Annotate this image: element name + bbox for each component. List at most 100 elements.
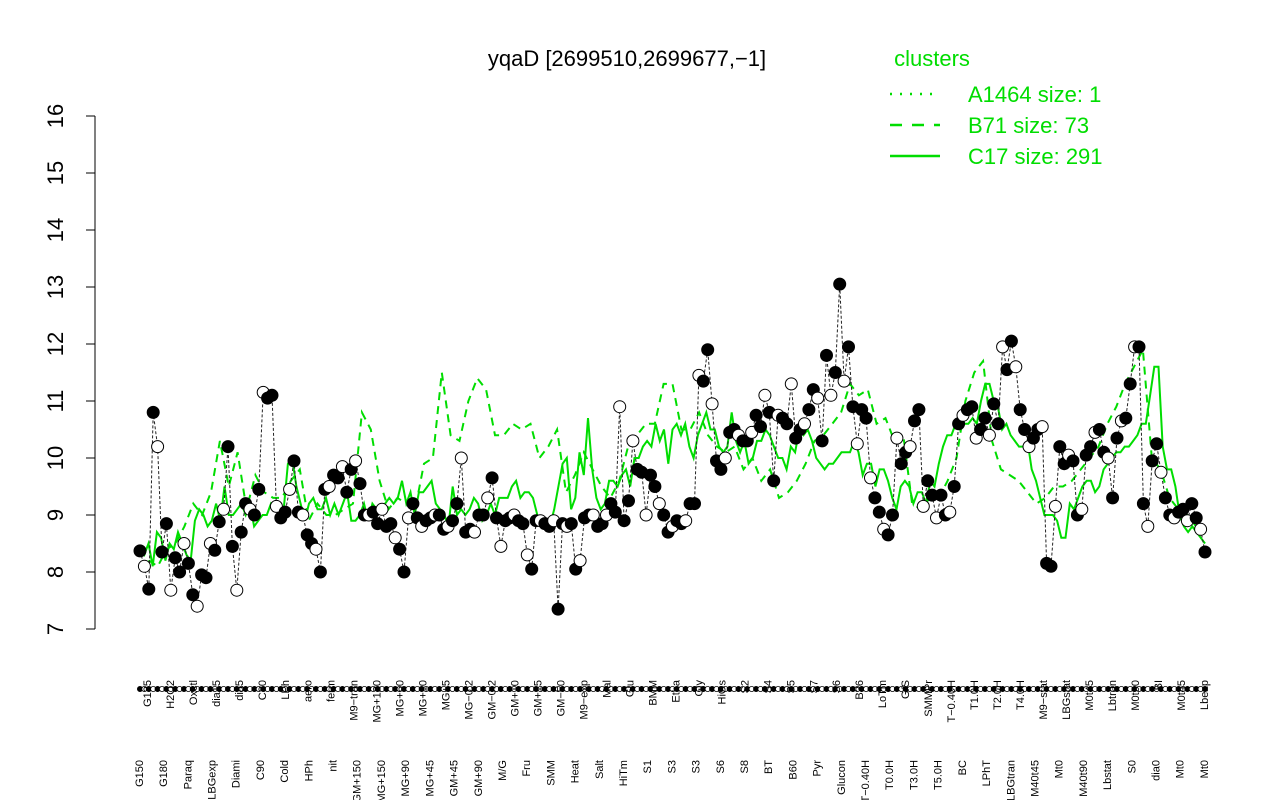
data-point xyxy=(890,431,904,445)
data-point xyxy=(868,491,882,505)
x-tick-label: C30 xyxy=(257,680,269,700)
x-tick-label: SMMPr xyxy=(923,680,935,717)
data-point xyxy=(1106,491,1120,505)
x-tick-label: S4 xyxy=(762,680,774,693)
data-point xyxy=(525,562,539,576)
x-tick-label: M0t45 xyxy=(1176,680,1188,711)
data-point xyxy=(225,539,239,553)
data-point xyxy=(864,471,877,485)
x-tick-label: S8 xyxy=(739,760,751,773)
data-point xyxy=(485,471,499,485)
x-tick-label: T1.0H xyxy=(969,680,981,710)
x-tick-label: M40t90 xyxy=(1078,760,1090,797)
x-tick-label: dia5 xyxy=(234,680,246,701)
x-tick-label: Lbexp xyxy=(1199,680,1211,710)
x-tick-label: Glucon xyxy=(836,760,848,795)
data-point xyxy=(1101,451,1115,465)
data-point xyxy=(1150,437,1164,451)
data-point xyxy=(608,505,622,519)
data-point xyxy=(278,505,292,519)
data-point xyxy=(564,517,578,531)
data-point xyxy=(714,462,728,476)
data-point xyxy=(908,414,921,428)
legend: clusters A1464 size: 1 B71 size: 73 C17 … xyxy=(890,46,1103,169)
data-point xyxy=(454,451,468,465)
data-point xyxy=(221,440,235,454)
x-tick-label: S6 xyxy=(831,680,843,693)
x-tick-label: S5 xyxy=(785,680,797,693)
data-point xyxy=(173,565,187,579)
data-point xyxy=(894,457,908,471)
data-point xyxy=(705,397,719,411)
x-tick-label: M9−tran xyxy=(349,680,361,721)
x-tick-label: G/S xyxy=(900,680,912,699)
data-point xyxy=(155,545,169,559)
data-point xyxy=(881,528,895,542)
x-tick-label: M9−exp xyxy=(579,680,591,719)
data-point xyxy=(749,408,763,422)
data-point xyxy=(947,480,961,493)
data-point xyxy=(767,474,781,488)
data-point xyxy=(181,556,195,570)
x-tick-label: T0.0H xyxy=(884,760,896,790)
x-tick-label: LBGtran xyxy=(1005,760,1017,800)
x-tick-label: aero xyxy=(303,680,315,702)
rug-layer xyxy=(136,686,1209,693)
x-tick-label: GM+45 xyxy=(449,760,461,796)
rug-mark xyxy=(1202,686,1209,693)
legend-title: clusters xyxy=(894,46,970,71)
data-point xyxy=(679,514,693,528)
y-tick-label: 12 xyxy=(43,332,68,356)
x-tick-label: SMM xyxy=(545,760,557,786)
data-point xyxy=(309,542,323,556)
x-tick-label: S3 xyxy=(666,760,678,773)
data-point xyxy=(820,348,833,362)
data-point xyxy=(432,508,446,522)
data-point xyxy=(234,525,248,539)
data-point xyxy=(494,539,508,553)
x-tick-label: S1 xyxy=(642,760,654,773)
data-point xyxy=(696,374,710,388)
x-tick-label: Mt0 xyxy=(1175,760,1187,778)
data-point xyxy=(1053,440,1067,454)
data-point xyxy=(520,548,534,562)
data-point xyxy=(247,508,261,522)
data-point xyxy=(375,502,389,516)
y-axis: 7 8 9 10 11 12 13 14 15 16 xyxy=(43,104,95,635)
data-point xyxy=(718,451,732,465)
data-point xyxy=(652,497,666,511)
y-tick-label: 15 xyxy=(43,161,68,185)
data-point xyxy=(1136,497,1150,511)
x-tick-label: Salt xyxy=(594,760,606,779)
x-tick-label: S6 xyxy=(715,760,727,773)
x-tick-label: Diami xyxy=(231,760,243,788)
x-tick-label: LBGstat xyxy=(1061,680,1073,720)
data-point xyxy=(872,505,886,519)
x-tick-label: LPhT xyxy=(981,760,993,787)
x-tick-label: Cold xyxy=(279,760,291,783)
data-point xyxy=(701,343,715,357)
data-point xyxy=(217,502,231,516)
x-tick-label: LBGexp xyxy=(207,760,219,800)
data-point xyxy=(313,565,327,579)
data-point xyxy=(208,543,222,557)
data-point xyxy=(406,497,420,511)
x-tick-label: T−0.40H xyxy=(860,760,872,800)
y-tick-label: 9 xyxy=(43,509,68,521)
data-point xyxy=(613,400,627,414)
data-point xyxy=(1158,491,1172,505)
data-point xyxy=(1009,360,1023,374)
x-tick-label: T2.0H xyxy=(992,680,1004,710)
data-point xyxy=(648,480,662,493)
data-point xyxy=(159,517,173,531)
data-point xyxy=(1004,334,1018,348)
data-point xyxy=(573,554,587,568)
x-tick-label: B60 xyxy=(787,760,799,780)
x-tick-label: ferm xyxy=(326,680,338,702)
data-point xyxy=(468,525,481,539)
data-point xyxy=(754,420,767,434)
data-point xyxy=(586,508,600,522)
data-point xyxy=(516,517,530,531)
data-point xyxy=(1035,420,1049,434)
x-tick-label: HiOs xyxy=(716,680,728,705)
